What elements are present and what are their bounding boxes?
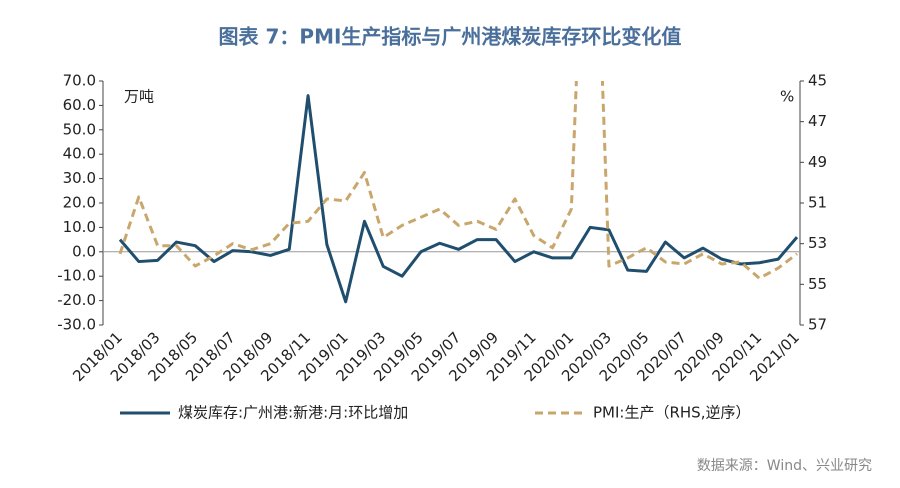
y2-tick-label: 49 <box>808 153 827 171</box>
source: 数据来源：Wind、兴业研究 <box>697 458 872 474</box>
legend-label: PMI:生产（RHS,逆序） <box>593 404 750 422</box>
y-tick-label: 70.0 <box>63 72 96 90</box>
series-line <box>118 94 799 304</box>
y-tick-label: 10.0 <box>63 218 96 236</box>
chart-title: 图表 7：PMI生产指标与广州港煤炭库存环比变化值 <box>219 25 682 49</box>
plot-area <box>118 81 799 304</box>
y2-tick-label: 45 <box>808 72 827 90</box>
legend-label: 煤炭库存:广州港:新港:月:环比增加 <box>178 404 408 422</box>
y-tick-label: -30.0 <box>57 316 96 334</box>
y-tick-label: 0.0 <box>72 242 96 260</box>
y-tick-label: 40.0 <box>63 145 96 163</box>
y2-tick-label: 55 <box>808 275 827 293</box>
series-line <box>118 81 798 280</box>
y2-axis-label: % <box>780 88 794 106</box>
y-tick-label: -10.0 <box>57 267 96 285</box>
y-tick-label: 20.0 <box>63 194 96 212</box>
y2-tick-label: 51 <box>808 194 827 212</box>
y2-tick-label: 57 <box>808 316 827 334</box>
y-tick-label: -20.0 <box>57 291 96 309</box>
y-tick-label: 50.0 <box>63 120 96 138</box>
y-tick-label: 30.0 <box>63 169 96 187</box>
y-axis-label: 万吨 <box>124 88 154 106</box>
y2-tick-label: 47 <box>808 112 827 130</box>
y-tick-label: 60.0 <box>63 96 96 114</box>
y2-tick-label: 53 <box>808 234 827 252</box>
